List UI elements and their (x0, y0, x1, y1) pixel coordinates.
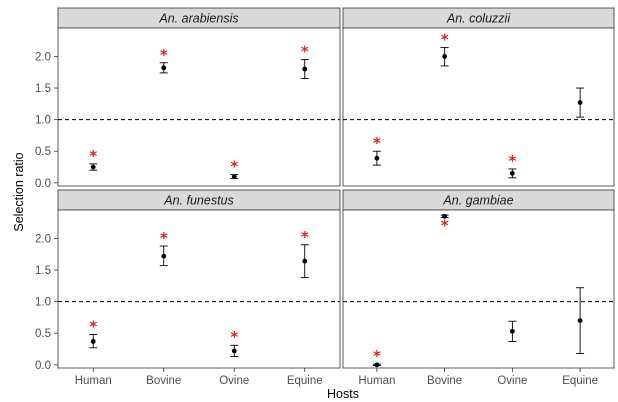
point-an-arabiensis-human (90, 164, 96, 170)
y-tick-label: 0.5 (35, 146, 51, 158)
y-tick-label: 1.5 (35, 83, 51, 95)
x-tick-label-equine: Equine (562, 375, 598, 387)
y-tick-label: 0.5 (35, 328, 51, 340)
facet-title-an-arabiensis: An. arabiensis (158, 12, 238, 26)
significance-star: * (301, 43, 309, 61)
x-tick-label-equine: Equine (287, 375, 323, 387)
significance-star: * (373, 347, 381, 365)
point-an-gambiae-human (374, 362, 380, 368)
panel-frame-an-funestus (57, 209, 341, 369)
point-an-funestus-ovine (231, 348, 237, 354)
x-tick-label-ovine: Ovine (219, 375, 249, 387)
significance-star: * (301, 228, 309, 246)
y-tick-label: 0.0 (35, 360, 51, 372)
significance-star: * (160, 46, 168, 64)
significance-star: * (373, 134, 381, 152)
y-tick-label: 2.0 (35, 51, 51, 63)
significance-star: * (89, 147, 97, 165)
point-an-coluzzii-bovine (442, 54, 448, 59)
panel-frame-an-coluzzii (342, 27, 615, 187)
x-tick-label-ovine: Ovine (497, 375, 527, 387)
y-tick-label: 2.0 (35, 233, 51, 245)
point-an-arabiensis-bovine (161, 65, 167, 71)
panels-layer: An. arabiensis 0.0 0.5 1.0 1.5 2.0 * * * * An. col… (35, 7, 615, 387)
significance-star: * (441, 31, 449, 49)
point-an-funestus-human (90, 339, 96, 344)
point-an-funestus-bovine (161, 253, 167, 259)
point-an-gambiae-equine (577, 318, 583, 323)
x-tick-label-bovine: Bovine (146, 375, 181, 387)
point-an-coluzzii-ovine (509, 170, 515, 176)
significance-star: * (230, 158, 238, 176)
significance-star: * (230, 328, 238, 346)
significance-star: * (160, 229, 168, 247)
significance-star: * (89, 318, 97, 336)
significance-star: * (508, 152, 516, 170)
x-tick-label-human: Human (75, 375, 112, 387)
x-axis-title: Hosts (327, 387, 359, 401)
facet-title-an-coluzzii: An. coluzzii (446, 12, 511, 26)
panel-frame-an-arabiensis (57, 27, 341, 187)
y-tick-label: 1.0 (35, 297, 51, 309)
point-an-coluzzii-human (374, 155, 380, 161)
point-an-arabiensis-equine (302, 66, 308, 72)
y-axis-title: Selection ratio (12, 152, 26, 231)
y-tick-label: 1.0 (35, 115, 51, 127)
point-an-coluzzii-equine (577, 100, 583, 105)
point-an-gambiae-ovine (509, 328, 515, 334)
y-tick-label: 1.5 (35, 265, 51, 277)
x-tick-label-bovine: Bovine (427, 375, 462, 387)
x-tick-label-human: Human (358, 375, 395, 387)
facet-title-an-gambiae: An. gambiae (442, 194, 513, 208)
point-an-funestus-equine (302, 258, 308, 264)
point-an-gambiae-bovine (442, 213, 448, 219)
point-an-arabiensis-ovine (231, 174, 237, 179)
panel-frame-an-gambiae (342, 209, 615, 369)
facet-title-an-funestus: An. funestus (163, 194, 234, 208)
y-tick-label: 0.0 (35, 178, 51, 190)
significance-star: * (441, 217, 449, 235)
